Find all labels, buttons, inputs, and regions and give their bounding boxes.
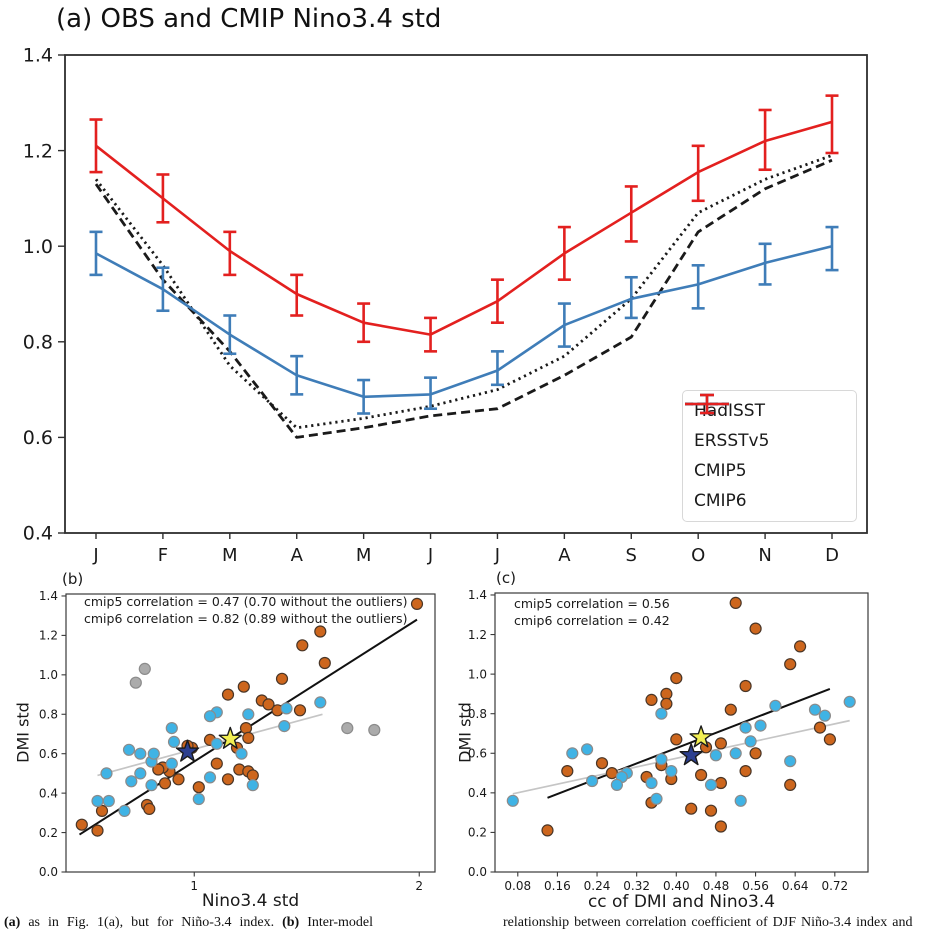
legend-label-hadisst: HadISST — [694, 401, 765, 421]
panel-c-cmip6-correlation: cmip6 correlation = 0.42 — [514, 613, 670, 628]
legend-row-cmip5: CMIP5 — [685, 393, 856, 485]
panel-b-series-cmip5-models — [91, 696, 327, 817]
panel-c-correlation-annotation: cmip5 correlation = 0.56 cmip6 correlati… — [514, 595, 670, 629]
panel-a-axes: J F M A M J J A S O N D 0.4 0.6 0.8 1.0 1.2 1.4 — [23, 45, 868, 566]
panel-c-xlabel: cc of DMI and Nino3.4 — [587, 892, 776, 912]
panel-b-series-outliers — [129, 662, 381, 737]
panel-a-canvas: J F M A M J J A S O N D 0.4 0.6 0.8 1.0 1.2 1.4 — [23, 45, 868, 566]
caption-bold-b: (b) — [282, 915, 300, 930]
panel-a-title: (a) OBS and CMIP Nino3.4 std — [56, 4, 442, 34]
panel-b-xlabel: Nino3.4 std — [201, 891, 300, 911]
svg-text:N: N — [758, 545, 771, 566]
svg-text:1.0: 1.0 — [39, 668, 58, 682]
svg-text:0.8: 0.8 — [39, 707, 58, 721]
svg-text:J: J — [92, 545, 98, 566]
panel-c-series-yellow-star — [689, 725, 713, 748]
panel-c-cmip5-correlation: cmip5 correlation = 0.56 — [514, 596, 670, 611]
svg-text:0.56: 0.56 — [742, 879, 769, 893]
svg-text:0.72: 0.72 — [821, 879, 848, 893]
svg-text:M: M — [222, 545, 238, 566]
svg-text:0.40: 0.40 — [663, 879, 690, 893]
svg-text:0.64: 0.64 — [782, 879, 809, 893]
svg-text:1: 1 — [190, 879, 198, 893]
panel-a-series-CMIP5 — [89, 225, 839, 415]
panel-a-series-HadISST — [94, 158, 833, 439]
panel-b-canvas: 1 2 0.0 0.2 0.4 0.6 0.8 1.0 1.2 1.4 — [39, 589, 436, 893]
svg-text:1.0: 1.0 — [23, 236, 53, 258]
svg-text:D: D — [825, 545, 839, 566]
svg-text:J: J — [494, 545, 500, 566]
svg-text:0.0: 0.0 — [39, 865, 58, 879]
svg-text:1.4: 1.4 — [468, 588, 487, 602]
panel-b-series-yellow-star — [218, 726, 242, 749]
caption-left-column: (a) as in Fig. 1(a), but for Niño-3.4 in… — [4, 915, 468, 931]
svg-text:0.0: 0.0 — [468, 865, 487, 879]
svg-text:1.2: 1.2 — [23, 140, 53, 162]
legend-label-cmip5: CMIP5 — [694, 461, 747, 481]
panel-b-cmip6-correlation: cmip6 correlation = 0.82 (0.89 without t… — [84, 611, 408, 626]
svg-text:A: A — [291, 545, 304, 566]
panel-b-series-cmip6-models — [75, 597, 424, 837]
svg-text:0.6: 0.6 — [468, 746, 487, 760]
svg-text:1.2: 1.2 — [468, 628, 487, 642]
svg-text:0.8: 0.8 — [468, 707, 487, 721]
legend-label-cmip6: CMIP6 — [694, 491, 747, 511]
svg-text:0.6: 0.6 — [23, 427, 53, 449]
panel-b-axes: 1 2 0.0 0.2 0.4 0.6 0.8 1.0 1.2 1.4 — [39, 589, 436, 893]
svg-text:M: M — [356, 545, 372, 566]
svg-text:S: S — [626, 545, 637, 566]
svg-text:0.08: 0.08 — [504, 879, 531, 893]
svg-text:1.0: 1.0 — [468, 667, 487, 681]
caption-right-column: relationship between correlation coeffic… — [503, 915, 913, 930]
svg-text:0.32: 0.32 — [623, 879, 650, 893]
panel-c-series-cmip5-models — [506, 695, 856, 807]
panel-c-series-navy-star — [679, 743, 703, 766]
panel-b-correlation-annotation: cmip5 correlation = 0.47 (0.70 without t… — [84, 593, 407, 627]
panel-a-series-CMIP6 — [89, 94, 839, 353]
legend-row-cmip6: CMIP6 — [685, 393, 856, 515]
panel-c-ylabel: DMI std — [455, 702, 475, 763]
svg-text:F: F — [158, 545, 168, 566]
svg-text:0.4: 0.4 — [39, 786, 58, 800]
panel-c-label: (c) — [496, 569, 516, 587]
svg-text:1.4: 1.4 — [23, 45, 53, 67]
panel-b-series-navy-star — [175, 739, 200, 762]
svg-text:0.6: 0.6 — [39, 747, 58, 761]
caption-bold-a: (a) — [4, 915, 21, 930]
panel-c-canvas: 0.08 0.16 0.24 0.32 0.40 0.48 0.56 0.64 0.72 0.0 0… — [468, 588, 869, 893]
svg-text:1.2: 1.2 — [39, 629, 58, 643]
svg-text:0.24: 0.24 — [584, 879, 611, 893]
svg-text:0.48: 0.48 — [703, 879, 730, 893]
svg-text:0.2: 0.2 — [468, 826, 487, 840]
panel-b-label: (b) — [62, 570, 84, 588]
svg-text:0.16: 0.16 — [544, 879, 571, 893]
svg-text:0.2: 0.2 — [39, 826, 58, 840]
panel-c-cmip5-fit — [512, 719, 850, 795]
svg-text:0.4: 0.4 — [468, 786, 487, 800]
svg-text:J: J — [427, 545, 433, 566]
panel-c-series-cmip6-models — [541, 596, 836, 837]
panel-b-ylabel: DMI std — [13, 702, 33, 763]
svg-text:0.8: 0.8 — [23, 331, 53, 353]
panel-c-axes: 0.08 0.16 0.24 0.32 0.40 0.48 0.56 0.64 0.72 0.0 0… — [468, 588, 869, 893]
caption-left-text-2: Inter-model — [299, 915, 374, 930]
svg-text:A: A — [558, 545, 571, 566]
caption-left-text-1: as in Fig. 1(a), but for Niño-3.4 index. — [20, 915, 283, 930]
panel-b-cmip5-correlation: cmip5 correlation = 0.47 (0.70 without t… — [84, 594, 408, 609]
panel-a-series-ERSSTv5 — [94, 154, 833, 430]
svg-text:O: O — [691, 545, 705, 566]
svg-text:2: 2 — [415, 879, 423, 893]
svg-text:0.4: 0.4 — [23, 523, 53, 545]
legend-row-ersstv5: ERSSTv5 — [685, 402, 856, 455]
legend-label-ersstv5: ERSSTv5 — [694, 431, 770, 451]
svg-text:1.4: 1.4 — [39, 589, 58, 603]
cmip6-errorbar-icon — [685, 393, 729, 415]
panel-a-legend: HadISST ERSSTv5 CMIP5 CMIP6 — [682, 390, 857, 522]
